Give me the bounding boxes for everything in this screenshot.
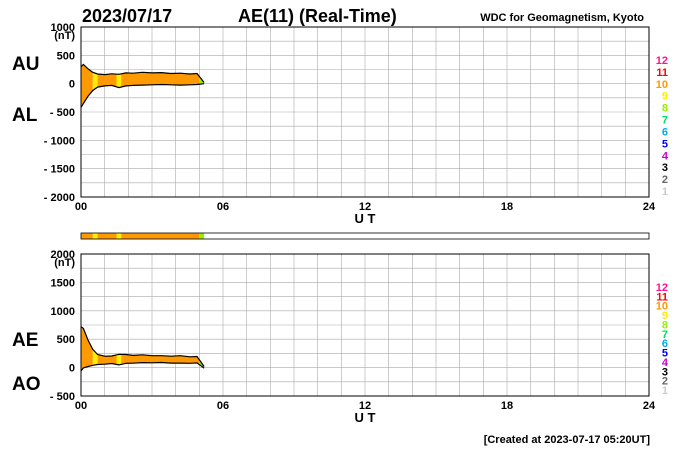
station-count-segment	[97, 233, 117, 239]
au-al-x-tick-label: 06	[217, 201, 229, 213]
au-al-y-tick-label: - 1000	[44, 135, 75, 147]
au-al-x-ticks: 00 06 12 18 24	[75, 201, 656, 213]
ae-ao-fill-segment	[116, 354, 122, 365]
au-al-frame	[80, 26, 650, 198]
series-line-au	[80, 63, 205, 83]
station-count-legend-number: 4	[662, 150, 669, 162]
station-count-legend-number: 7	[662, 115, 668, 127]
ae-ao-frame	[80, 253, 650, 397]
ae-ao-fill-segment	[81, 326, 93, 371]
station-count-segment	[116, 233, 122, 239]
au-al-fill-segment	[97, 73, 117, 88]
source-label: WDC for Geomagnetism, Kyoto	[480, 12, 644, 24]
series-line-ao	[80, 361, 205, 372]
station-count-legend-number: 1	[662, 385, 668, 397]
series-line-al	[80, 83, 205, 108]
station-count-legend-number: 10	[656, 79, 668, 91]
ae-ao-lines	[80, 326, 205, 372]
station-count-legend-number: 8	[662, 319, 668, 331]
au-al-grid	[80, 26, 650, 198]
station-count-bar-frame	[80, 232, 650, 240]
station-count-legend-number: 7	[662, 329, 668, 341]
ae-ao-x-tick-label: 12	[359, 400, 371, 412]
au-al-y-tick-label: 0	[69, 79, 75, 91]
ae-ao-x-tick-label: 24	[643, 400, 656, 412]
au-al-lines	[80, 63, 205, 108]
station-count-legend-number: 5	[662, 348, 668, 360]
station-count-legend-number: 10	[656, 301, 668, 313]
station-count-legend-number: 12	[656, 55, 668, 67]
date-label: 2023/07/17	[82, 6, 172, 26]
station-count-bar	[80, 232, 650, 240]
station-count-segment	[199, 233, 205, 239]
station-count-segment	[81, 233, 93, 239]
al-label: AL	[12, 105, 38, 126]
ae-ao-y-tick-label: 500	[57, 334, 75, 346]
au-label: AU	[12, 54, 39, 75]
ae-label: AE	[12, 330, 38, 351]
ae-ao-fill-segment	[97, 354, 117, 365]
ae-ao-y-ticks: 2000 1500 1000 500 0 - 500	[50, 249, 75, 403]
station-count-legend-number: 11	[656, 67, 668, 79]
station-count-legend-number: 3	[662, 162, 668, 174]
station-count-legend-number: 12	[656, 282, 668, 294]
ae-ao-y-tick-label: 1000	[51, 306, 75, 318]
ae-ao-y-tick-label: 2000	[51, 249, 75, 261]
au-al-y-tick-label: 500	[57, 50, 75, 62]
station-count-legend-number: 4	[662, 357, 669, 369]
ae-ao-x-ticks: 00 06 12 18 24	[75, 400, 656, 412]
au-al-y-tick-label: 1000	[51, 22, 75, 34]
station-count-legend-number: 9	[662, 310, 668, 322]
station-count-legend-number: 1	[662, 186, 668, 198]
ae-ao-unit-label: (nT)	[54, 257, 75, 269]
ae-ao-x-axis-label: U T	[355, 410, 376, 425]
figure-title: AE(11) (Real-Time)	[238, 6, 397, 26]
au-al-fill-segment	[92, 72, 98, 91]
station-count-legend-number: 6	[662, 126, 668, 138]
station-count-legend-number: 5	[662, 138, 668, 150]
station-count-legend-number: 2	[662, 174, 668, 186]
au-al-fill	[81, 64, 205, 108]
au-al-fill-segment	[81, 64, 93, 108]
series-line-ae	[80, 326, 205, 367]
au-al-x-axis-label: U T	[355, 211, 376, 226]
au-al-unit-label: (nT)	[54, 30, 75, 42]
ae-ao-x-tick-label: 18	[501, 400, 513, 412]
created-timestamp: [Created at 2023-07-17 05:20UT]	[484, 434, 651, 446]
station-count-segment	[121, 233, 200, 239]
au-al-x-tick-label: 12	[359, 201, 371, 213]
au-al-y-ticks: 1000 500 0 - 500 - 1000 - 1500 - 2000	[44, 22, 75, 204]
ae-ao-y-tick-label: - 500	[50, 391, 75, 403]
ae-ao-x-tick-label: 06	[217, 400, 229, 412]
station-count-legend-number: 2	[662, 376, 668, 388]
ao-label: AO	[12, 374, 41, 395]
au-al-x-tick-label: 00	[75, 201, 87, 213]
au-al-y-tick-label: - 1500	[44, 164, 75, 176]
station-count-segment	[92, 233, 98, 239]
au-al-y-tick-label: - 500	[50, 107, 75, 119]
au-al-x-tick-label: 24	[643, 201, 656, 213]
au-al-x-tick-label: 18	[501, 201, 513, 213]
ae-ao-fill-segment	[121, 354, 200, 365]
station-count-legend-number: 11	[656, 291, 668, 303]
ae-ao-y-tick-label: 1500	[51, 277, 75, 289]
au-al-fill-segment	[121, 72, 200, 88]
au-al-fill-segment	[116, 73, 122, 88]
ae-ao-x-tick-label: 00	[75, 400, 87, 412]
station-count-legend-number: 3	[662, 366, 668, 378]
ae-ao-y-tick-label: 0	[69, 363, 75, 375]
station-count-legend-number: 6	[662, 338, 668, 350]
ae-ao-grid	[80, 253, 650, 397]
au-al-y-tick-label: - 2000	[44, 192, 75, 204]
station-count-legend-number: 8	[662, 103, 668, 115]
station-count-legend-number: 9	[662, 91, 668, 103]
